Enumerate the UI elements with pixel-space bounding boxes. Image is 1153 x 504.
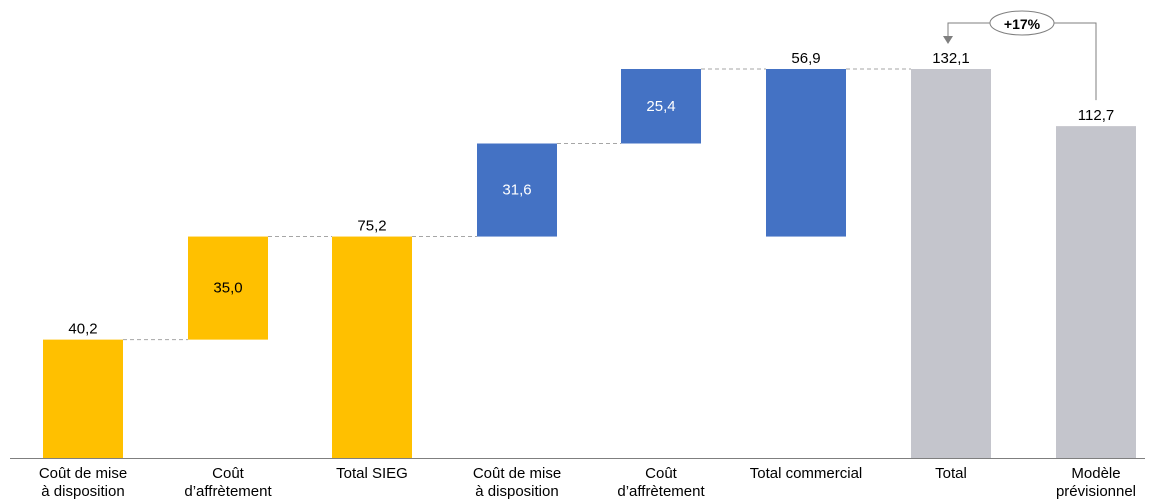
category-label-7: Modèle prévisionnel: [1056, 465, 1136, 500]
category-label-2-line-0: Total SIEG: [336, 465, 408, 482]
growth-badge-label: +17%: [1004, 16, 1041, 32]
bars-group: [43, 69, 1136, 458]
category-label-0: Coût de mise à disposition: [39, 465, 127, 500]
growth-annotation: +17%: [943, 10, 1097, 101]
category-label-5-line-0: Total commercial: [750, 465, 863, 482]
connector-lines: [123, 68, 911, 341]
category-label-1-line-0: Coût: [212, 465, 245, 482]
category-label-2: Total SIEG: [336, 465, 408, 482]
category-label-3: Coût de mise à disposition: [473, 465, 561, 500]
category-label-3-line-1: à disposition: [475, 483, 558, 500]
category-label-6: Total: [935, 465, 967, 482]
category-label-4: Coût d’affrètement: [617, 465, 705, 500]
category-label-4-line-0: Coût: [645, 465, 678, 482]
bar-5: [766, 69, 846, 237]
value-label-2: 75,2: [357, 218, 386, 235]
bar-7: [1056, 126, 1136, 458]
value-labels-group: 40,2 35,0 75,2 31,6 25,4 56,9 132,1 112,7: [68, 50, 1114, 338]
growth-badge: [989, 10, 1055, 36]
value-label-3: 31,6: [502, 182, 531, 199]
value-label-0: 40,2: [68, 321, 97, 338]
bar-3: [477, 143, 557, 237]
value-label-4: 25,4: [646, 98, 675, 115]
bar-0: [43, 339, 123, 458]
category-label-7-line-0: Modèle: [1071, 465, 1120, 482]
value-label-5: 56,9: [791, 50, 820, 67]
category-label-0-line-1: à disposition: [41, 483, 124, 500]
value-label-7: 112,7: [1078, 107, 1114, 124]
bar-6: [911, 69, 991, 458]
category-label-4-line-1: d’affrètement: [617, 483, 705, 500]
category-label-3-line-0: Coût de mise: [473, 465, 561, 482]
category-label-6-line-0: Total: [935, 465, 967, 482]
value-label-1: 35,0: [213, 280, 242, 297]
category-label-5: Total commercial: [750, 465, 863, 482]
category-label-1-line-1: d’affrètement: [184, 483, 272, 500]
bar-1: [188, 236, 268, 340]
bar-4: [621, 69, 701, 144]
value-label-6: 132,1: [932, 50, 970, 67]
bar-2: [332, 236, 412, 458]
annotation-arrowhead: [943, 36, 953, 44]
category-label-0-line-0: Coût de mise: [39, 465, 127, 482]
category-label-7-line-1: prévisionnel: [1056, 483, 1136, 500]
category-label-1: Coût d’affrètement: [184, 465, 272, 500]
